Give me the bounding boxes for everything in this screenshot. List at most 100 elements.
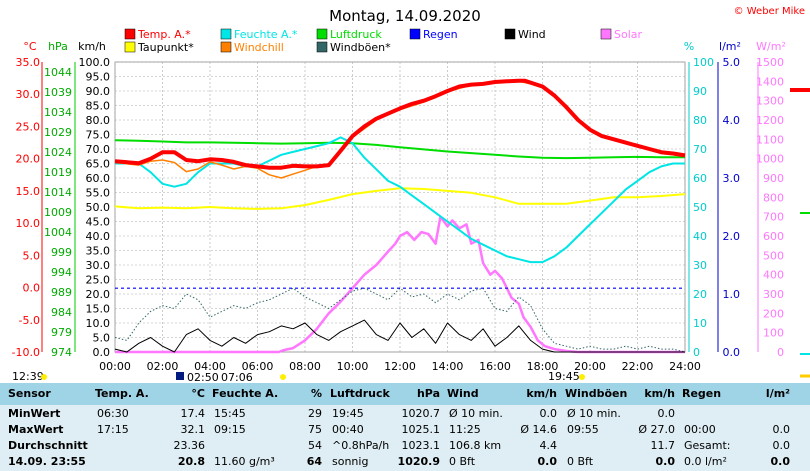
table-cell-time: 06:30 (97, 407, 129, 420)
kmh-tick: 20.0 (86, 288, 111, 301)
sunset-marker (579, 374, 585, 380)
time-tick: 24:00 (669, 360, 701, 373)
temp-tick: 30.0 (16, 88, 41, 101)
legend-label: Wind (518, 28, 546, 41)
table-row-label: MinWert (8, 407, 61, 420)
table-cell-value: 29 (308, 407, 322, 420)
pct-unit: % (684, 40, 694, 53)
rain-tick: 5.0 (723, 56, 741, 69)
kmh-tick: 95.0 (86, 71, 111, 84)
temp-tick: 5.0 (23, 249, 41, 262)
table-cell-time: 00:40 (332, 423, 364, 436)
pct-tick: 70 (693, 143, 707, 156)
hpa-tick: 979 (51, 326, 72, 339)
table-header: Feuchte A. (212, 387, 279, 400)
table-cell-time: 0 Bft (567, 455, 594, 468)
summary-table: Sensor Temp. A. °C Feuchte A.% Luftdruck hPa W… (0, 383, 810, 471)
credit-text: © Weber Mike (734, 6, 805, 17)
legend-swatch (504, 28, 516, 40)
legend-swatch (316, 28, 328, 40)
table-header: Windböen (565, 387, 628, 400)
table-cell-value: 0.0 (657, 407, 676, 420)
temp-unit: °C (23, 40, 37, 53)
table-cell-value: 20.8 (177, 455, 205, 468)
event-markers: 12:39 02:50 07:06 19:45 (12, 370, 585, 383)
table-cell-time: 11.60 g/m³ (214, 455, 275, 468)
chart-title: Montag, 14.09.2020 (329, 7, 481, 25)
table-cell-value: 75 (308, 423, 322, 436)
table-cell-value: 0.0 (772, 439, 791, 452)
time-tick: 16:00 (479, 360, 511, 373)
legend: Temp. A.* Feuchte A.* Luftdruck Regen Wind So… (124, 28, 643, 54)
temp-tick: 0.0 (23, 282, 41, 295)
table-cell-time: sonnig (332, 455, 369, 468)
weather-chart: Montag, 14.09.2020 © Weber Mike Temp. A.… (11, 6, 810, 383)
rain-tick: 1.0 (723, 288, 741, 301)
solar-tick: 900 (763, 172, 784, 185)
hpa-tick: 1029 (44, 126, 72, 139)
kmh-tick: 15.0 (86, 303, 111, 316)
legend-swatch (220, 28, 232, 40)
table-cell-time: 17:15 (97, 423, 129, 436)
time-tick: 10:00 (337, 360, 369, 373)
legend-label: Windchill (234, 41, 284, 54)
solar-tick: 300 (763, 288, 784, 301)
kmh-tick: 25.0 (86, 274, 111, 287)
solar-tick: 400 (763, 269, 784, 282)
table-row-label: MaxWert (8, 423, 64, 436)
table-cell-value: 23.36 (173, 439, 206, 452)
temp-tick: 10.0 (16, 217, 41, 230)
time-tick: 00:00 (99, 360, 131, 373)
table-cell-time: 11:25 (449, 423, 481, 436)
table-cell-time: 15:45 (214, 407, 246, 420)
kmh-tick: 30.0 (86, 259, 111, 272)
table-cell-time: Ø 10 min. (449, 407, 503, 420)
legend-swatch (316, 41, 328, 53)
solar-unit: W/m² (756, 40, 786, 53)
legend-swatch (124, 28, 136, 40)
legend-label: Luftdruck (330, 28, 382, 41)
solar-tick: 1100 (756, 133, 784, 146)
pct-tick: 10 (693, 317, 707, 330)
solar-tick: 600 (763, 230, 784, 243)
table-cell-value: 17.4 (180, 407, 206, 420)
table-header: Regen (682, 387, 722, 400)
table-cell-time: Ø 10 min. (567, 407, 621, 420)
table-cell-value: 0.0 (772, 423, 791, 436)
hpa-tick: 984 (51, 306, 72, 319)
pct-tick: 90 (693, 85, 707, 98)
time-tick: 14:00 (432, 360, 464, 373)
pct-tick: 20 (693, 288, 707, 301)
kmh-tick: 35.0 (86, 245, 111, 258)
kmh-tick: 0.0 (93, 346, 111, 359)
table-header-unit: km/h (644, 387, 675, 400)
legend-label: Temp. A.* (137, 28, 191, 41)
kmh-tick: 55.0 (86, 187, 111, 200)
rain-tick: 4.0 (723, 114, 741, 127)
pct-tick: 80 (693, 114, 707, 127)
axis-ticks: 35.030.025.020.015.010.05.00.0-5.0-10.01… (12, 56, 784, 373)
hpa-tick: 1024 (44, 146, 72, 159)
table-cell-value: 54 (308, 439, 322, 452)
solar-tick: 1200 (756, 114, 784, 127)
hpa-tick: 1014 (44, 186, 72, 199)
table-header-unit: km/h (526, 387, 557, 400)
moon-marker (41, 374, 47, 380)
legend-label: Taupunkt* (137, 41, 194, 54)
solar-tick: 1400 (756, 75, 784, 88)
temp-tick: -5.0 (19, 314, 40, 327)
table-cell-time: 0 Bft (449, 455, 476, 468)
table-cell-time: 09:15 (214, 423, 246, 436)
hpa-tick: 1034 (44, 106, 72, 119)
table-header-unit: l/m² (765, 387, 790, 400)
kmh-tick: 80.0 (86, 114, 111, 127)
kmh-unit: km/h (78, 40, 106, 53)
table-header: Sensor (8, 387, 51, 400)
kmh-tick: 75.0 (86, 129, 111, 142)
summary-header (0, 383, 810, 405)
sunrise-icon (176, 372, 184, 380)
temp-tick: 20.0 (16, 153, 41, 166)
hpa-tick: 1004 (44, 226, 72, 239)
table-cell-value: 1025.1 (401, 423, 441, 436)
table-cell-time: 106.8 km (449, 439, 502, 452)
